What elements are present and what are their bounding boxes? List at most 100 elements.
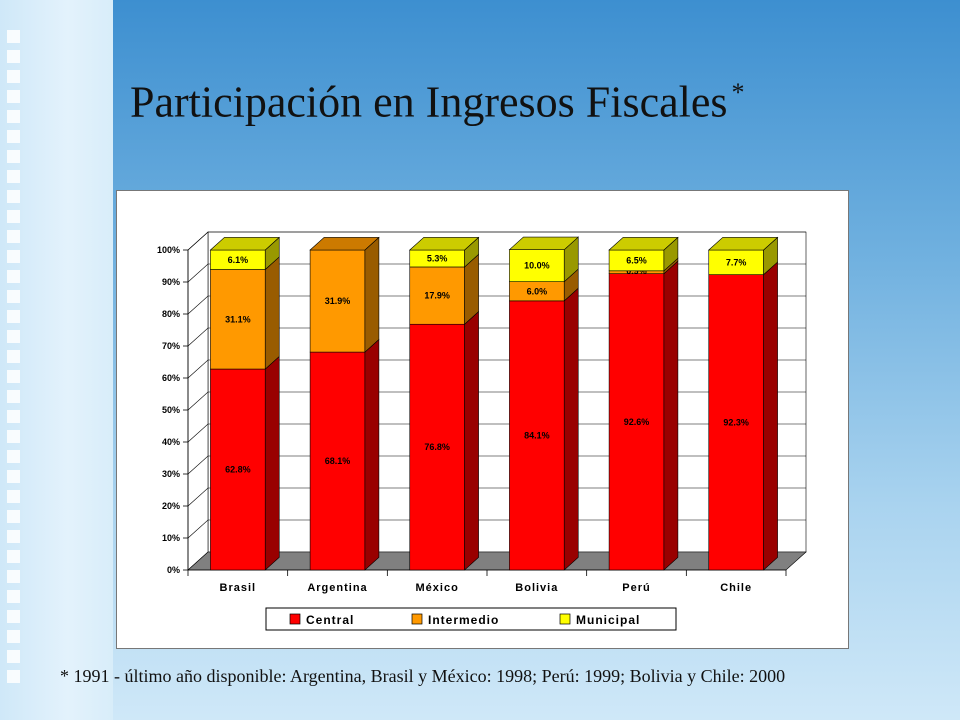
data-label: 17.9% xyxy=(424,291,450,301)
decorative-square xyxy=(7,290,20,303)
decorative-square xyxy=(7,390,20,403)
legend-label: Intermedio xyxy=(428,613,499,627)
gridline xyxy=(187,455,806,475)
decorative-square xyxy=(7,50,20,63)
legend-box xyxy=(265,607,677,631)
bar-segment-top xyxy=(309,237,380,251)
data-label: 6.5% xyxy=(626,255,647,265)
bar-segment-side xyxy=(763,261,778,571)
decorative-square xyxy=(7,310,20,323)
gridline xyxy=(187,423,806,443)
gridline xyxy=(187,391,806,411)
decorative-squares xyxy=(7,30,27,690)
data-label: 76.8% xyxy=(424,442,450,452)
x-category-label: Brasil xyxy=(220,582,257,594)
decorative-square xyxy=(7,30,20,43)
bar-segment xyxy=(210,269,266,370)
bar-segment-side xyxy=(563,287,579,571)
bar-segment xyxy=(309,249,366,353)
data-label: 6.0% xyxy=(527,286,548,296)
gridline xyxy=(187,263,806,283)
bar-segment-top xyxy=(707,237,779,251)
y-tick-label: 60% xyxy=(162,373,180,383)
gridline xyxy=(187,295,806,315)
decorative-square xyxy=(7,90,20,103)
bar-segment-side xyxy=(264,256,280,370)
left-decorative-band xyxy=(0,0,113,720)
bar-segment xyxy=(409,266,465,325)
y-tick-label: 20% xyxy=(162,501,180,511)
decorative-square xyxy=(7,530,20,543)
legend-swatch xyxy=(411,613,423,625)
bar-segment xyxy=(309,351,366,571)
bar-segment xyxy=(509,249,565,282)
data-label: 62.8% xyxy=(225,465,251,475)
decorative-square xyxy=(7,230,20,243)
bar-segment-side xyxy=(364,236,380,353)
x-category-label: México xyxy=(416,582,459,594)
decorative-square xyxy=(7,450,20,463)
stacked-bar-chart: 0% 10% 20% 30% 40% 50% 60% 70% 80% 90% 100% 62.8% 31… xyxy=(157,231,807,631)
decorative-square xyxy=(7,170,20,183)
decorative-square xyxy=(7,610,20,623)
bar-segment xyxy=(509,300,565,571)
data-label: 6.1% xyxy=(228,255,249,265)
decorative-square xyxy=(7,590,20,603)
data-label: 31.1% xyxy=(225,314,251,324)
decorative-square xyxy=(7,650,20,663)
y-tick-label: 0% xyxy=(167,565,180,575)
decorative-square xyxy=(7,250,20,263)
decorative-square xyxy=(7,330,20,343)
data-label: 10.0% xyxy=(524,261,550,271)
decorative-square xyxy=(7,370,20,383)
data-label: 84.1% xyxy=(524,430,550,440)
bar-segment xyxy=(608,273,665,571)
legend-label: Central xyxy=(306,613,354,627)
data-label: 92.6% xyxy=(624,417,650,427)
y-tick-label: 30% xyxy=(162,469,180,479)
x-category-label: Chile xyxy=(720,582,752,594)
decorative-square xyxy=(7,150,20,163)
decorative-square xyxy=(7,350,20,363)
bar-segment-top xyxy=(508,236,580,250)
data-label: 31.9% xyxy=(325,296,351,306)
bar-segment-side xyxy=(364,338,380,571)
decorative-square xyxy=(7,190,20,203)
legend-swatch xyxy=(559,613,571,625)
y-tick-label: 70% xyxy=(162,341,180,351)
data-label: 68.1% xyxy=(325,456,351,466)
decorative-square xyxy=(7,430,20,443)
footnote: * 1991 - último año disponible: Argentin… xyxy=(60,666,786,686)
gridline xyxy=(187,327,806,347)
decorative-square xyxy=(7,210,20,223)
y-tick-label: 10% xyxy=(162,533,180,543)
gridline xyxy=(187,519,806,539)
bar-segment-top xyxy=(608,237,679,251)
decorative-square xyxy=(7,70,20,83)
x-category-label: Argentina xyxy=(307,582,367,594)
legend-swatch xyxy=(289,613,301,625)
x-category-label: Perú xyxy=(622,582,650,594)
title-text: Participación en Ingresos Fiscales xyxy=(130,77,728,127)
y-tick-label: 50% xyxy=(162,405,180,415)
decorative-square xyxy=(7,670,20,683)
decorative-square xyxy=(7,470,20,483)
data-label: 92.3% xyxy=(723,417,749,427)
gridline xyxy=(187,231,806,251)
slide-title: Participación en Ingresos Fiscales * xyxy=(130,64,830,132)
gridline xyxy=(187,487,806,507)
bar-segment-top xyxy=(209,237,281,251)
decorative-square xyxy=(7,130,20,143)
title-asterisk: * xyxy=(731,78,745,107)
decorative-square xyxy=(7,270,20,283)
gridline xyxy=(187,359,806,379)
y-tick-label: 100% xyxy=(157,245,180,255)
decorative-square xyxy=(7,410,20,423)
bar-segment-top xyxy=(408,237,480,251)
decorative-square xyxy=(7,510,20,523)
decorative-square xyxy=(7,110,20,123)
data-label: 7.7% xyxy=(726,257,747,267)
y-tick-label: 90% xyxy=(162,277,180,287)
bar-segment-side xyxy=(264,355,280,571)
